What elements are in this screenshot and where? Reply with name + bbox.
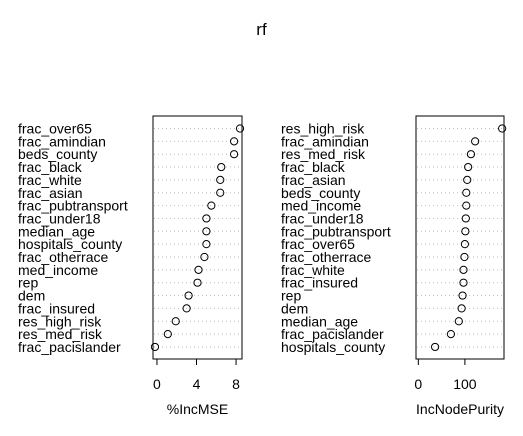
variable-label: frac_insured (18, 300, 95, 316)
variable-label: res_high_risk (18, 313, 102, 329)
variable-label: frac_over65 (18, 121, 92, 137)
data-point (459, 278, 468, 287)
variable-label: frac_pubtransport (18, 198, 128, 214)
variable-label: rep (18, 275, 38, 291)
variable-label: res_high_risk (281, 121, 365, 137)
variable-label: median_age (18, 223, 95, 239)
data-point (446, 330, 456, 339)
variable-label: frac_amindian (18, 133, 106, 149)
variable-label: frac_black (281, 159, 346, 175)
variable-label: dem (18, 288, 45, 304)
variable-label: hospitals_county (18, 236, 122, 252)
data-point (217, 162, 226, 172)
data-point (163, 330, 172, 339)
data-point (235, 124, 245, 133)
data-point (202, 240, 211, 249)
x-tick-label: 0 (414, 376, 422, 392)
variable-label: dem (281, 300, 308, 316)
panel-frame (415, 115, 505, 360)
variable-label: med_income (18, 262, 98, 278)
data-point (462, 188, 471, 197)
data-point (171, 317, 180, 326)
variable-label: frac_under18 (18, 210, 101, 226)
data-point (460, 252, 469, 262)
x-tick-label: 100 (453, 376, 477, 392)
data-point (229, 137, 239, 146)
data-point (202, 214, 211, 223)
x-axis-title: %IncMSE (167, 401, 228, 417)
chart-title: rf (256, 20, 267, 39)
data-point (498, 124, 507, 133)
variable-label: frac_over65 (281, 236, 355, 252)
inc-node-purity-panel: res_high_riskfrac_amindianres_med_riskfr… (281, 115, 507, 417)
x-axis-title: IncNodePurity (416, 401, 504, 417)
variable-label: res_med_risk (281, 146, 366, 162)
panel-frame (152, 115, 243, 360)
data-point (150, 342, 160, 352)
data-point (202, 227, 211, 236)
variable-label: med_income (281, 198, 361, 214)
data-point (471, 137, 480, 146)
data-point (216, 188, 225, 197)
variable-label: hospitals_county (281, 339, 385, 355)
data-point (457, 304, 466, 313)
variable-label: frac_asian (18, 185, 83, 201)
variable-label: frac_black (18, 159, 83, 175)
data-point (458, 291, 467, 300)
data-point (466, 150, 476, 159)
data-point (461, 214, 470, 223)
x-tick-label: 0 (153, 376, 161, 392)
data-point (461, 227, 470, 236)
variable-label: frac_otherrace (281, 249, 371, 265)
variable-label: frac_pacislander (18, 339, 121, 355)
variable-label: median_age (281, 313, 358, 329)
variable-label: beds_county (281, 185, 360, 201)
variable-label: frac_amindian (281, 133, 369, 149)
data-point (454, 317, 463, 326)
data-point (460, 240, 469, 249)
data-point (463, 175, 472, 184)
data-point (184, 291, 193, 300)
variable-label: frac_pubtransport (281, 223, 391, 239)
variable-label: frac_white (18, 172, 82, 188)
variable-label: frac_under18 (281, 210, 364, 226)
variable-label: frac_insured (281, 275, 358, 291)
data-point (464, 162, 473, 172)
variable-label: frac_asian (281, 172, 346, 188)
data-point (229, 150, 239, 159)
variable-label: frac_pacislander (281, 326, 384, 342)
variable-label: frac_otherrace (18, 249, 108, 265)
x-tick-label: 8 (232, 376, 240, 392)
data-point (194, 265, 203, 274)
data-point (200, 252, 209, 262)
data-point (182, 304, 191, 313)
data-point (430, 342, 440, 352)
data-point (193, 278, 202, 287)
data-point (459, 265, 468, 274)
variable-label: res_med_risk (18, 326, 103, 342)
data-point (216, 175, 225, 184)
variable-label: rep (281, 288, 301, 304)
variable-label: frac_white (281, 262, 345, 278)
x-tick-label: 4 (193, 376, 201, 392)
variable-label: beds_county (18, 146, 97, 162)
inc-mse-panel: frac_over65frac_amindianbeds_countyfrac_… (18, 115, 245, 417)
data-point (207, 201, 216, 210)
data-point (462, 201, 471, 210)
